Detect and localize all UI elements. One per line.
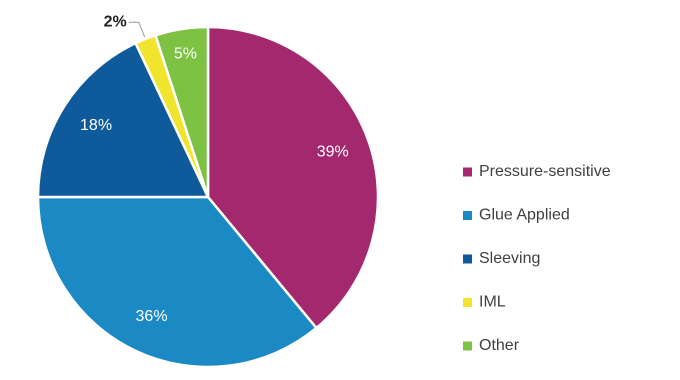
legend-swatch: [463, 167, 472, 177]
legend-label: IML: [479, 294, 506, 311]
legend-swatch: [463, 298, 472, 307]
leader-line: [128, 21, 146, 38]
data-labels: 39% 36% 18% 2% 5%: [80, 13, 349, 325]
legend-label: Pressure-sensitive: [479, 163, 611, 180]
data-label: 2%: [104, 13, 127, 30]
pie: [36, 25, 380, 369]
legend-label: Glue Applied: [479, 207, 570, 224]
pie-slice: [36, 195, 319, 369]
data-label: 5%: [174, 45, 197, 62]
legend-label: Other: [479, 337, 520, 354]
legend: Pressure-sensitive Glue Applied Sleeving IM…: [463, 163, 611, 354]
legend-swatch: [463, 254, 472, 264]
pie-slice: [36, 41, 210, 199]
data-label: 36%: [136, 308, 168, 325]
legend-swatch: [463, 211, 472, 220]
pie-slice: [153, 25, 210, 198]
legend-label: Sleeving: [479, 250, 540, 267]
data-label: 39%: [317, 143, 349, 160]
legend-swatch: [463, 341, 472, 351]
pie-slice: [206, 25, 380, 330]
data-label: 18%: [80, 117, 112, 134]
